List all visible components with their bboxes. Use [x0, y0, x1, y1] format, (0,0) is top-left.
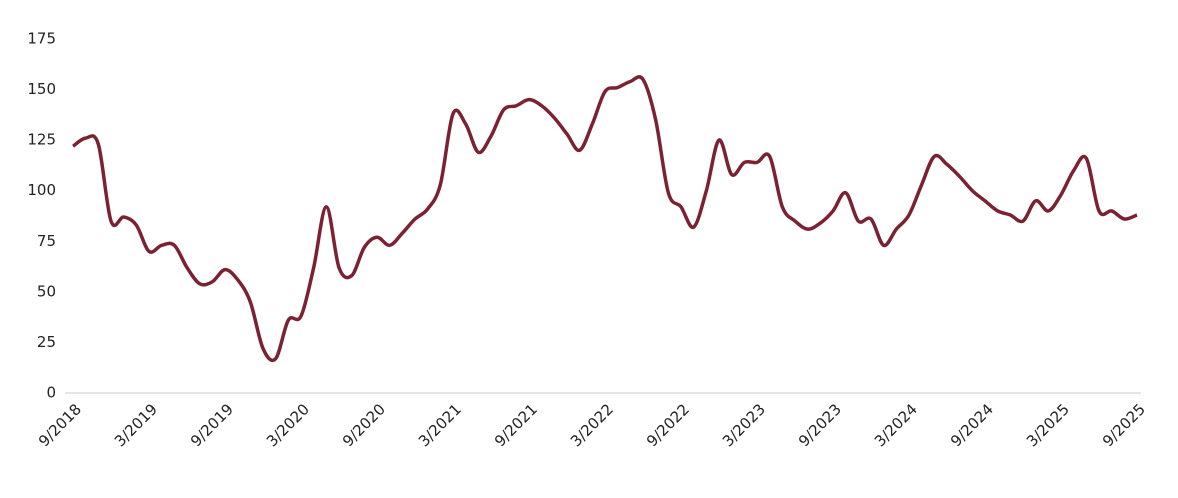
x-tick-label: 9/2021: [491, 400, 541, 450]
x-tick-label: 9/2019: [187, 400, 237, 450]
x-tick-label: 9/2018: [35, 400, 85, 450]
y-tick-label: 125: [27, 131, 56, 149]
x-tick-label: 9/2023: [795, 400, 845, 450]
y-tick-label: 150: [27, 80, 56, 98]
x-tick-label: 3/2019: [111, 400, 161, 450]
x-tick-label: 3/2020: [263, 400, 313, 450]
x-tick-label: 9/2022: [643, 400, 693, 450]
x-tick-label: 9/2020: [339, 400, 389, 450]
x-tick-label: 3/2021: [415, 400, 465, 450]
x-tick-label: 3/2022: [567, 400, 617, 450]
x-tick-label: 9/2025: [1099, 400, 1149, 450]
y-tick-label: 50: [37, 282, 56, 300]
y-tick-label: 75: [37, 232, 56, 250]
x-tick-label: 3/2025: [1023, 400, 1073, 450]
y-tick-label: 0: [46, 384, 56, 402]
y-tick-label: 100: [27, 181, 56, 199]
x-tick-label: 3/2023: [719, 400, 769, 450]
x-tick-label: 9/2024: [947, 400, 997, 450]
y-tick-label: 175: [27, 30, 56, 48]
y-tick-label: 25: [37, 333, 56, 351]
line: [71, 75, 1138, 363]
x-tick-label: 3/2024: [871, 400, 921, 450]
